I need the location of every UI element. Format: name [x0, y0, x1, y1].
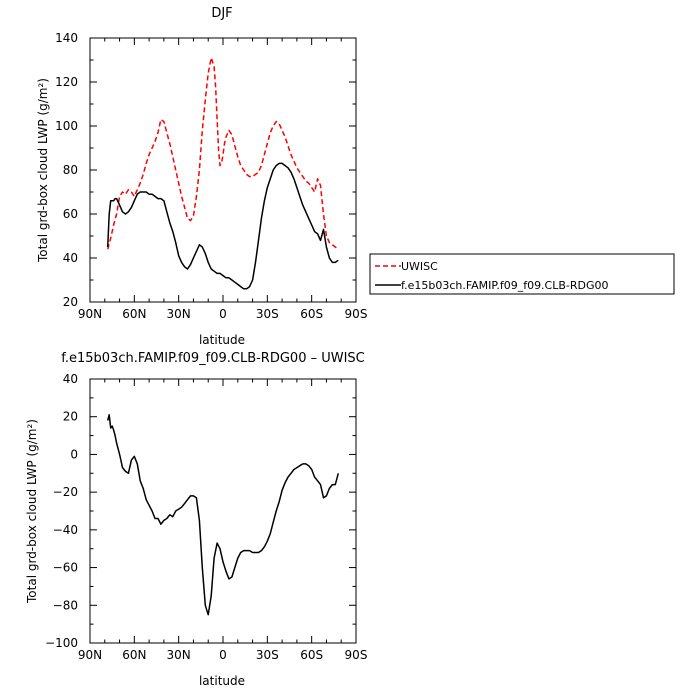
- legend-label-uwisc: UWISC: [401, 260, 438, 273]
- bottom-y-tick-label: 40: [63, 372, 78, 386]
- bottom-x-ticks: 90N 60N 30N 0 30S 60S 90S: [78, 379, 368, 662]
- bottom-y-tick-label: 0: [70, 447, 78, 461]
- top-series-line-2: [106, 162, 339, 290]
- top-y-tick-label: 60: [63, 207, 78, 221]
- top-y-tick-label: 80: [63, 163, 78, 177]
- bottom-series-line-1: [106, 414, 340, 616]
- top-x-tick-label: 30N: [167, 307, 191, 321]
- bottom-y-tick-label: −20: [53, 485, 78, 499]
- bottom-y-tick-label: −60: [53, 561, 78, 575]
- bottom-x-tick-label: 60N: [122, 648, 146, 662]
- top-y-tick-label: 120: [55, 75, 78, 89]
- bottom-x-tick-label: 60S: [300, 648, 323, 662]
- bottom-x-tick-label: 30S: [256, 648, 279, 662]
- bottom-panel: f.e15b03ch.FAMIP.f09_f09.CLB-RDG00 – UWI…: [25, 351, 367, 688]
- bottom-y-tick-label: 20: [63, 410, 78, 424]
- top-x-tick-label: 30S: [256, 307, 279, 321]
- top-y-ticks: 20 40 60 80 100 120 140: [55, 31, 356, 309]
- top-x-tick-label: 90N: [78, 307, 102, 321]
- top-y-axis-label: Total grd-box cloud LWP (g/m²): [36, 78, 50, 263]
- top-series-line-1: [106, 57, 339, 250]
- bottom-x-axis-label: latitude: [199, 674, 245, 688]
- bottom-series-lines: [106, 414, 340, 616]
- top-x-tick-label: 0: [219, 307, 227, 321]
- top-x-tick-label: 60S: [300, 307, 323, 321]
- top-y-tick-label: 140: [55, 31, 78, 45]
- legend-box: [369, 253, 675, 295]
- top-x-tick-label: 90S: [345, 307, 368, 321]
- top-plot-frame: [89, 37, 357, 303]
- bottom-plot-frame: [89, 378, 357, 644]
- top-x-tick-label: 60N: [122, 307, 146, 321]
- top-x-ticks: 90N 60N 30N 0 30S 60S 90S: [78, 38, 368, 321]
- bottom-y-axis-label: Total grd-box cloud LWP (g/m²): [25, 419, 39, 604]
- bottom-x-tick-label: 90S: [345, 648, 368, 662]
- top-panel-title: DJF: [211, 6, 232, 21]
- bottom-y-ticks: −100 −80 −60 −40 −20 0 20 40: [45, 372, 356, 650]
- bottom-y-tick-label: −100: [45, 636, 78, 650]
- legend-label-model: f.e15b03ch.FAMIP.f09_f09.CLB-RDG00: [401, 279, 609, 292]
- bottom-x-tick-label: 90N: [78, 648, 102, 662]
- top-y-tick-label: 20: [63, 295, 78, 309]
- top-y-tick-label: 100: [55, 119, 78, 133]
- bottom-x-tick-label: 30N: [167, 648, 191, 662]
- top-x-axis-label: latitude: [199, 333, 245, 347]
- top-series-lines: [106, 57, 339, 290]
- bottom-x-tick-label: 0: [219, 648, 227, 662]
- legend: UWISC f.e15b03ch.FAMIP.f09_f09.CLB-RDG00: [369, 253, 675, 295]
- bottom-y-tick-label: −80: [53, 598, 78, 612]
- bottom-y-tick-label: −40: [53, 523, 78, 537]
- bottom-panel-title: f.e15b03ch.FAMIP.f09_f09.CLB-RDG00 – UWI…: [61, 351, 365, 366]
- top-y-tick-label: 40: [63, 251, 78, 265]
- top-panel: DJF 90N 60N 30N 0 30S 60S 90S 20 40 60 80 100 120 14…: [36, 6, 675, 347]
